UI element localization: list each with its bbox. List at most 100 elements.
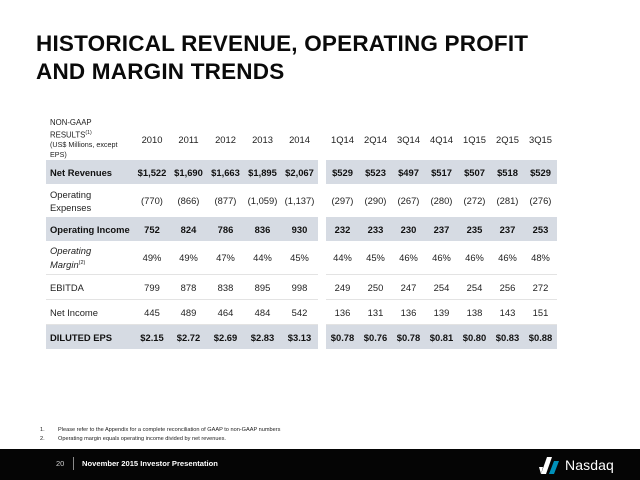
table-cell: (1,059): [247, 195, 278, 207]
table-cell: $1,663: [207, 160, 244, 185]
table-cell: $1,522: [134, 160, 170, 185]
table-row-net-revenues: Net Revenues $1,522 $1,690 $1,663 $1,895…: [46, 160, 557, 185]
slide-title: HISTORICAL REVENUE, OPERATING PROFIT AND…: [36, 30, 616, 86]
table-cell: 232: [326, 217, 359, 242]
table-cell: 484: [244, 299, 281, 326]
table-cell: 235: [458, 217, 491, 242]
header-quarter: 3Q14: [397, 133, 420, 145]
footnote-text: Operating margin equals operating income…: [58, 435, 226, 442]
brand-name: Nasdaq: [565, 457, 614, 473]
table-cell: 247: [392, 274, 425, 301]
row-label-line-2: Margin: [50, 259, 79, 271]
table-cell: $497: [392, 160, 425, 185]
table-cell: 895: [244, 274, 281, 301]
table-cell: (297): [331, 195, 354, 207]
column-gap: [318, 324, 326, 350]
table-cell: $2,067: [281, 160, 318, 185]
table-cell: (272): [463, 195, 486, 207]
table-cell: $0.78: [392, 324, 425, 350]
column-gap: [318, 160, 326, 185]
table-cell: (267): [397, 195, 420, 207]
slide-footer: 20 November 2015 Investor Presentation N…: [0, 449, 640, 480]
table-cell: 998: [281, 274, 318, 301]
column-gap: [318, 217, 326, 242]
table-row-net-income: Net Income 445 489 464 484 542 136 131 1…: [46, 299, 557, 326]
header-year: 2010: [141, 133, 163, 145]
header-quarter: 2Q15: [496, 133, 519, 145]
header-year: 2014: [289, 133, 310, 145]
row-label: Operating Income: [46, 217, 134, 242]
table-cell: 45%: [359, 241, 392, 276]
table-row-ebitda: EBITDA 799 878 838 895 998 249 250 247 2…: [46, 274, 557, 301]
table-cell: $517: [425, 160, 458, 185]
table-cell: 46%: [491, 241, 524, 276]
table-row-operating-margin: Operating Margin(2) 49% 49% 47% 44% 45% …: [46, 241, 557, 276]
row-label: Net Revenues: [46, 160, 134, 185]
page-number: 20: [56, 459, 65, 468]
footnote-1: 1. Please refer to the Appendix for a co…: [40, 426, 600, 435]
table-cell: (290): [364, 195, 387, 207]
table-cell: 249: [326, 274, 359, 301]
table-cell: $2.83: [244, 324, 281, 350]
header-quarter: 3Q15: [529, 133, 552, 145]
table-cell: 139: [425, 299, 458, 326]
row-label: Operating Margin(2): [46, 241, 134, 276]
header-quarter: 2Q14: [364, 133, 387, 145]
header-quarter: 1Q14: [331, 133, 354, 145]
table-cell: 49%: [170, 241, 207, 276]
table-cell: 46%: [425, 241, 458, 276]
table-cell: $1,895: [244, 160, 281, 185]
table-cell: (877): [214, 195, 237, 207]
row-label-line-1: Operating: [50, 188, 92, 200]
footnote-text: Please refer to the Appendix for a compl…: [58, 427, 281, 433]
column-gap: [318, 241, 326, 275]
table-cell: 878: [170, 274, 207, 301]
table-cell: 46%: [458, 241, 491, 276]
column-gap: [318, 274, 326, 300]
table-cell: 48%: [524, 241, 557, 276]
table-cell: 930: [281, 217, 318, 242]
table-cell: 250: [359, 274, 392, 301]
table-cell: (770): [141, 195, 163, 207]
table-header-label: NON-GAAP RESULTS(1) (US$ Millions, excep…: [46, 118, 134, 160]
column-gap: [318, 118, 326, 161]
footnote-number: 1.: [40, 427, 45, 433]
column-gap: [318, 299, 326, 325]
table-cell: 138: [458, 299, 491, 326]
table-cell: $507: [458, 160, 491, 185]
footnote-2: 2. Operating margin equals operating inc…: [40, 435, 600, 444]
table-cell: $0.80: [458, 324, 491, 350]
table-cell: 136: [326, 299, 359, 326]
footnotes: 1. Please refer to the Appendix for a co…: [40, 426, 600, 443]
table-cell: 824: [170, 217, 207, 242]
column-gap: [318, 184, 326, 218]
table-cell: (276): [529, 195, 552, 207]
table-cell: 237: [491, 217, 524, 242]
footer-divider: [73, 457, 74, 470]
table-cell: 47%: [207, 241, 244, 276]
table-cell: 836: [244, 217, 281, 242]
table-cell: $1,690: [170, 160, 207, 185]
slide-title-line-1: HISTORICAL REVENUE, OPERATING PROFIT: [36, 31, 529, 56]
table-cell: $523: [359, 160, 392, 185]
table-cell: 752: [134, 217, 170, 242]
table-cell: 45%: [281, 241, 318, 276]
table-cell: 230: [392, 217, 425, 242]
row-label-line-1: Operating: [50, 245, 92, 257]
header-label-footnote: (1): [85, 130, 92, 136]
row-label: DILUTED EPS: [46, 324, 134, 350]
table-cell: 151: [524, 299, 557, 326]
header-quarter: 1Q15: [463, 133, 486, 145]
table-cell: $0.76: [359, 324, 392, 350]
table-cell: $3.13: [281, 324, 318, 350]
table-cell: 143: [491, 299, 524, 326]
row-label-footnote: (2): [78, 260, 86, 267]
table-cell: 445: [134, 299, 170, 326]
table-cell: 44%: [326, 241, 359, 276]
table-cell: $0.83: [491, 324, 524, 350]
non-gaap-results-table: NON-GAAP RESULTS(1) (US$ Millions, excep…: [46, 118, 557, 350]
table-cell: 46%: [392, 241, 425, 276]
table-cell: $518: [491, 160, 524, 185]
table-cell: (866): [177, 195, 200, 207]
row-label-line-2: Expenses: [50, 201, 92, 213]
